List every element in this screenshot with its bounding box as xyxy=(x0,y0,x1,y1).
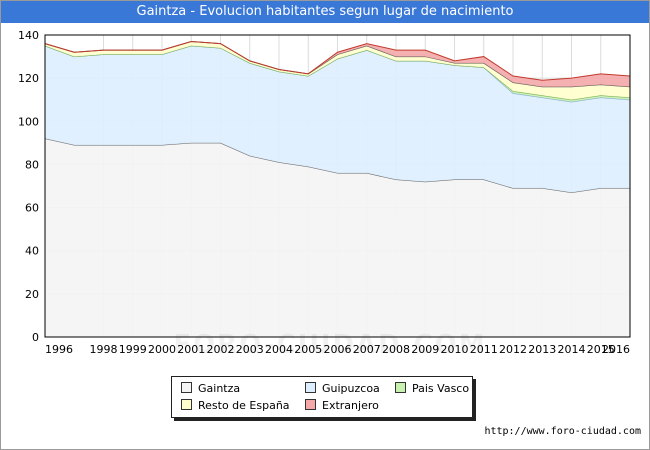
axes xyxy=(44,34,631,338)
y-tick-label-60: 60 xyxy=(25,202,39,215)
x-tick-label-2010: 2010 xyxy=(441,343,469,356)
source-url: http://www.foro-ciudad.com xyxy=(484,426,641,437)
x-tick-label-2001: 2001 xyxy=(177,343,205,356)
area-line-extranjero xyxy=(44,40,631,81)
area-series-group xyxy=(44,40,631,337)
y-tick-label-80: 80 xyxy=(25,158,39,171)
watermark-text: FORO-CIUDAD.COM xyxy=(173,330,487,360)
plot-border xyxy=(44,34,631,338)
x-tick-label-2013: 2013 xyxy=(528,343,556,356)
x-tick-label-2006: 2006 xyxy=(324,343,352,356)
x-tick-label-2004: 2004 xyxy=(265,343,293,356)
x-tick-label-2016: 2016 xyxy=(602,343,630,356)
y-tick-label-40: 40 xyxy=(25,245,39,258)
x-tick-label-2000: 2000 xyxy=(148,343,176,356)
y-tick-label-0: 0 xyxy=(32,331,39,344)
legend-label-pais-vasco: Pais Vasco xyxy=(412,382,470,395)
legend-item-extranjero: Extranjero xyxy=(305,399,379,413)
legend-swatch-pais-vasco xyxy=(395,382,406,393)
area-extranjero xyxy=(45,41,630,87)
legend-item-gaintza: Gaintza xyxy=(181,382,240,396)
legend-label-guipuzcoa: Guipuzcoa xyxy=(322,382,380,395)
area-resto-de-espana xyxy=(45,41,630,100)
chart-legend: Gaintza Guipuzcoa Pais Vasco Resto de Es… xyxy=(171,376,473,418)
legend-item-resto-espana: Resto de España xyxy=(181,399,290,413)
legend-item-pais-vasco: Pais Vasco xyxy=(395,382,469,396)
x-tick-label-2005: 2005 xyxy=(294,343,322,356)
legend-swatch-resto-espana xyxy=(181,399,192,410)
x-tick-label-1999: 1999 xyxy=(119,343,147,356)
legend-label-resto-espana: Resto de España xyxy=(198,399,290,412)
chart-title: Gaintza - Evolucion habitantes segun lug… xyxy=(1,1,649,23)
legend-label-gaintza: Gaintza xyxy=(198,382,241,395)
x-tick-label-1998: 1998 xyxy=(90,343,118,356)
x-tick-label-2008: 2008 xyxy=(382,343,410,356)
legend-item-guipuzcoa: Guipuzcoa xyxy=(305,382,380,396)
x-tick-label-2002: 2002 xyxy=(207,343,235,356)
x-tick-label-2012: 2012 xyxy=(499,343,527,356)
y-tick-label-120: 120 xyxy=(18,72,39,85)
y-tick-label-100: 100 xyxy=(18,115,39,128)
x-tick-label-1996: 1996 xyxy=(45,343,73,356)
x-tick-label-2014: 2014 xyxy=(558,343,586,356)
x-tick-label-2007: 2007 xyxy=(353,343,381,356)
y-tick-labels: 0 20 40 60 80 100 120 140 xyxy=(18,29,39,344)
legend-label-extranjero: Extranjero xyxy=(322,399,379,412)
y-tick-label-20: 20 xyxy=(25,288,39,301)
y-tick-label-140: 140 xyxy=(18,29,39,42)
legend-swatch-gaintza xyxy=(181,382,192,393)
x-tick-label-2011: 2011 xyxy=(470,343,498,356)
area-gaintza xyxy=(45,138,630,337)
x-tick-label-2003: 2003 xyxy=(236,343,264,356)
legend-swatch-guipuzcoa xyxy=(305,382,316,393)
legend-swatch-extranjero xyxy=(305,399,316,410)
area-guipuzcoa xyxy=(45,45,630,193)
x-tick-labels: 1996 1998 1999 2000 2001 2002 2003 2004 2005 2006… xyxy=(45,343,630,356)
x-tick-label-2009: 2009 xyxy=(411,343,439,356)
x-tick-label-2015: 2015 xyxy=(587,343,615,356)
